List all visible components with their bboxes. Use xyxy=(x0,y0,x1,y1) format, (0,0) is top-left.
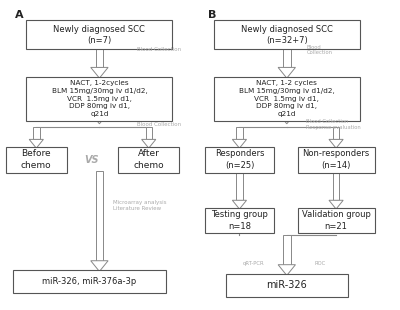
Bar xyxy=(283,235,291,265)
Polygon shape xyxy=(91,261,108,272)
Polygon shape xyxy=(278,113,296,124)
Polygon shape xyxy=(91,67,108,78)
Bar xyxy=(96,113,103,119)
Bar xyxy=(283,113,291,119)
Bar xyxy=(96,171,103,261)
Bar xyxy=(283,48,291,67)
Bar xyxy=(236,127,243,140)
FancyBboxPatch shape xyxy=(298,207,374,233)
Text: After
chemo: After chemo xyxy=(134,149,164,170)
Polygon shape xyxy=(232,200,246,209)
Polygon shape xyxy=(278,67,296,78)
FancyBboxPatch shape xyxy=(226,274,348,297)
FancyBboxPatch shape xyxy=(214,77,360,121)
Text: B: B xyxy=(208,11,216,20)
Polygon shape xyxy=(91,113,108,124)
Text: Blood
Collection: Blood Collection xyxy=(306,45,332,55)
Bar xyxy=(236,171,243,200)
Text: Blood Collection: Blood Collection xyxy=(137,47,181,52)
FancyBboxPatch shape xyxy=(26,20,172,49)
Text: miR-326, miR-376a-3p: miR-326, miR-376a-3p xyxy=(42,277,137,286)
Text: Blood Collection
Response evaluation: Blood Collection Response evaluation xyxy=(306,119,361,130)
Bar xyxy=(333,171,339,200)
FancyBboxPatch shape xyxy=(214,20,360,49)
FancyBboxPatch shape xyxy=(6,147,67,172)
Polygon shape xyxy=(232,140,246,148)
Text: Validation group
n=21: Validation group n=21 xyxy=(302,210,370,231)
Text: Newly diagnosed SCC
(n=7): Newly diagnosed SCC (n=7) xyxy=(54,24,145,45)
FancyBboxPatch shape xyxy=(118,147,179,172)
Text: Blood Collection: Blood Collection xyxy=(137,122,181,127)
Polygon shape xyxy=(329,140,343,148)
Text: Non-responders
(n=14): Non-responders (n=14) xyxy=(302,149,370,170)
Text: VS: VS xyxy=(84,155,99,165)
Text: NACT, 1-2cycles
BLM 15mg/30mg iv d1/d2,
VCR  1.5mg iv d1,
DDP 80mg iv d1,
q21d: NACT, 1-2cycles BLM 15mg/30mg iv d1/d2, … xyxy=(52,80,147,117)
Text: A: A xyxy=(15,11,23,20)
Text: Newly diagnosed SCC
(n=32+7): Newly diagnosed SCC (n=32+7) xyxy=(241,24,333,45)
Polygon shape xyxy=(29,140,44,148)
Polygon shape xyxy=(278,265,296,275)
Text: Responders
(n=25): Responders (n=25) xyxy=(215,149,264,170)
Text: Microarray analysis
Literature Review: Microarray analysis Literature Review xyxy=(113,200,167,210)
Text: qRT-PCR: qRT-PCR xyxy=(242,262,264,267)
FancyBboxPatch shape xyxy=(26,77,172,121)
Bar xyxy=(33,127,40,140)
Text: Testing group
n=18: Testing group n=18 xyxy=(211,210,268,231)
Text: NACT, 1-2 cycles
BLM 15mg/30mg iv d1/d2,
VCR  1.5mg iv d1,
DDP 80mg iv d1,
q21d: NACT, 1-2 cycles BLM 15mg/30mg iv d1/d2,… xyxy=(239,80,335,117)
Polygon shape xyxy=(329,200,343,209)
FancyBboxPatch shape xyxy=(13,270,166,293)
Text: Before
chemo: Before chemo xyxy=(21,149,52,170)
Bar xyxy=(146,127,152,140)
Text: ROC: ROC xyxy=(315,262,326,267)
Text: miR-326: miR-326 xyxy=(266,280,307,290)
FancyBboxPatch shape xyxy=(205,147,274,172)
FancyBboxPatch shape xyxy=(298,147,374,172)
Polygon shape xyxy=(142,140,156,148)
FancyBboxPatch shape xyxy=(205,207,274,233)
Bar xyxy=(96,48,103,67)
Bar xyxy=(333,127,339,140)
